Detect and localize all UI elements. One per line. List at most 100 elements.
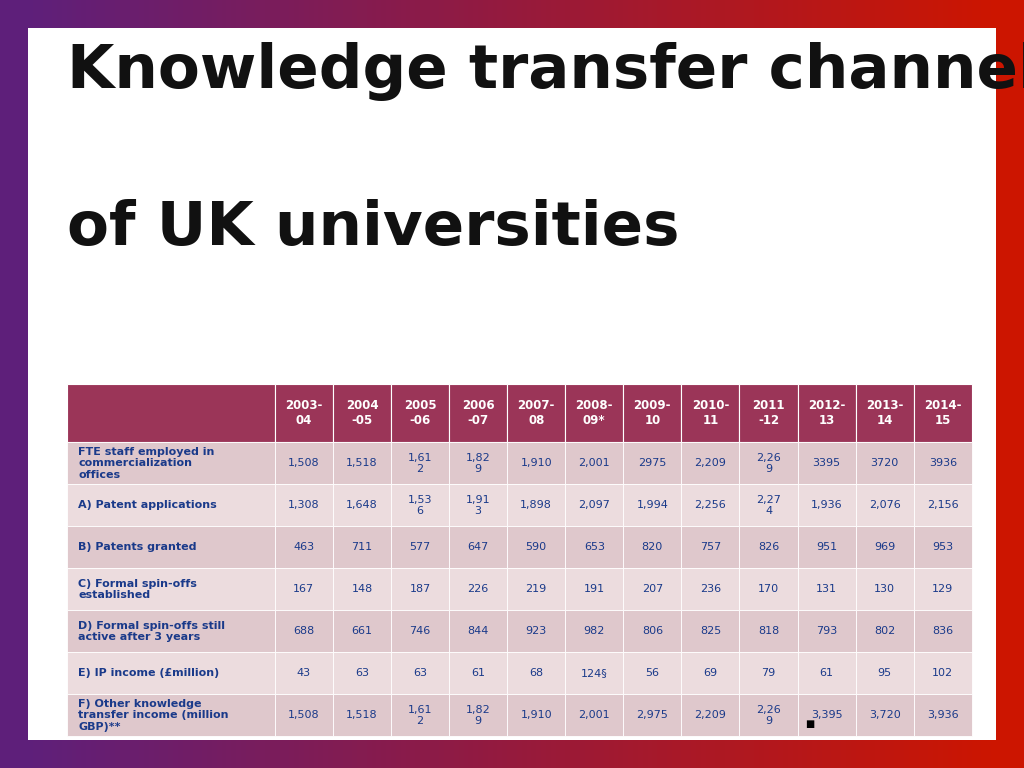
Bar (425, 740, 431, 768)
Bar (526, 0, 532, 28)
Text: 951: 951 (816, 542, 838, 552)
Bar (585, 740, 591, 768)
Bar (391, 694, 450, 737)
Bar (938, 0, 944, 28)
Bar (618, 0, 625, 28)
Bar (67, 740, 73, 768)
Bar (580, 740, 586, 768)
Text: 3,936: 3,936 (927, 710, 958, 720)
Bar (139, 740, 145, 768)
Bar (313, 740, 319, 768)
Bar (313, 0, 319, 28)
Text: 802: 802 (874, 627, 895, 637)
Bar (821, 740, 827, 768)
Bar (783, 740, 788, 768)
Bar (308, 740, 314, 768)
Bar (52, 0, 58, 28)
Bar (430, 0, 435, 28)
Text: D) Formal spin-offs still
active after 3 years: D) Formal spin-offs still active after 3… (79, 621, 225, 642)
Bar (739, 694, 798, 737)
Bar (739, 568, 798, 611)
Bar (512, 0, 518, 28)
Bar (624, 442, 681, 485)
Bar (299, 0, 305, 28)
Bar (28, 740, 34, 768)
Bar (347, 740, 353, 768)
Bar (725, 0, 731, 28)
Bar (725, 740, 731, 768)
Bar (778, 0, 784, 28)
Bar (274, 611, 333, 653)
Bar (716, 0, 721, 28)
Bar (47, 740, 53, 768)
Bar (764, 740, 769, 768)
Bar (565, 485, 624, 526)
Bar (391, 485, 450, 526)
Text: 69: 69 (703, 668, 718, 678)
Bar (280, 0, 286, 28)
Bar (221, 740, 227, 768)
Bar (750, 0, 755, 28)
Bar (333, 485, 391, 526)
Bar (711, 740, 716, 768)
Bar (67, 526, 274, 568)
Bar (981, 0, 987, 28)
Bar (77, 740, 82, 768)
Bar (826, 0, 833, 28)
Bar (430, 740, 435, 768)
Bar (391, 611, 450, 653)
Bar (890, 0, 895, 28)
Bar (150, 0, 155, 28)
Bar (299, 740, 305, 768)
Bar (677, 740, 682, 768)
Text: 463: 463 (293, 542, 314, 552)
Bar (450, 442, 507, 485)
Text: 1,82
9: 1,82 9 (466, 453, 490, 474)
Text: 167: 167 (293, 584, 314, 594)
Bar (260, 0, 266, 28)
Bar (361, 740, 368, 768)
Bar (347, 0, 353, 28)
Bar (396, 0, 401, 28)
Bar (652, 740, 658, 768)
Bar (556, 740, 561, 768)
Bar (231, 0, 238, 28)
Bar (963, 740, 968, 768)
Bar (803, 740, 808, 768)
Text: 1,508: 1,508 (288, 710, 319, 720)
Bar (328, 0, 334, 28)
Bar (221, 0, 227, 28)
Bar (33, 0, 39, 28)
Bar (521, 0, 527, 28)
Bar (856, 740, 861, 768)
Bar (744, 0, 751, 28)
Bar (744, 740, 751, 768)
Text: FTE staff employed in
commercialization
offices: FTE staff employed in commercialization … (79, 447, 215, 479)
Bar (643, 0, 648, 28)
Text: 653: 653 (584, 542, 605, 552)
Text: 1,518: 1,518 (346, 710, 378, 720)
Text: 982: 982 (584, 627, 605, 637)
Bar (464, 0, 469, 28)
Bar (560, 0, 566, 28)
Text: 2,209: 2,209 (694, 710, 726, 720)
Bar (120, 0, 126, 28)
Bar (517, 740, 522, 768)
Bar (217, 0, 222, 28)
Bar (231, 740, 238, 768)
Bar (681, 0, 687, 28)
Bar (526, 740, 532, 768)
Text: 2011
-12: 2011 -12 (753, 399, 784, 427)
Bar (144, 740, 150, 768)
Text: 68: 68 (529, 668, 544, 678)
Bar (57, 0, 62, 28)
Bar (150, 740, 155, 768)
Text: 590: 590 (525, 542, 547, 552)
Text: 923: 923 (525, 627, 547, 637)
Text: 56: 56 (645, 668, 659, 678)
Bar (352, 740, 358, 768)
Text: 1,910: 1,910 (520, 710, 552, 720)
Bar (72, 740, 78, 768)
Bar (498, 0, 504, 28)
Bar (67, 442, 274, 485)
